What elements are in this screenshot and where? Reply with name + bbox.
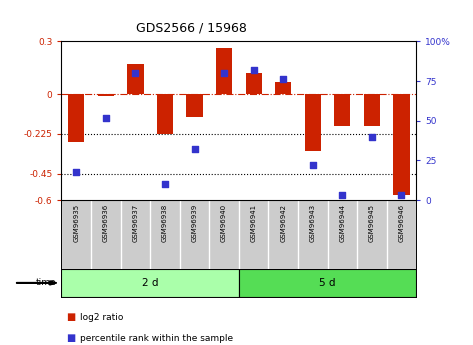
Bar: [275, 82, 291, 94]
Bar: [364, 94, 380, 126]
Text: 2 d: 2 d: [142, 278, 158, 288]
Text: GSM96941: GSM96941: [251, 204, 257, 242]
Point: [398, 193, 405, 198]
Text: GSM96944: GSM96944: [339, 204, 345, 241]
Point: [220, 70, 228, 76]
Text: GSM96938: GSM96938: [162, 204, 168, 242]
Text: 5 d: 5 d: [319, 278, 336, 288]
Bar: [245, 73, 262, 94]
Bar: [305, 94, 321, 151]
Text: log2 ratio: log2 ratio: [80, 313, 124, 322]
Text: ■: ■: [66, 333, 76, 343]
Text: GSM96935: GSM96935: [73, 204, 79, 242]
Bar: [98, 94, 114, 96]
Text: ■: ■: [66, 313, 76, 322]
Bar: [127, 64, 143, 94]
Text: GSM96940: GSM96940: [221, 204, 227, 242]
Point: [368, 134, 376, 139]
Bar: [186, 94, 202, 117]
Bar: [216, 48, 232, 94]
Point: [102, 115, 110, 120]
Bar: [157, 94, 173, 134]
Point: [72, 169, 80, 174]
Text: GDS2566 / 15968: GDS2566 / 15968: [136, 21, 247, 34]
Point: [161, 181, 169, 187]
Point: [131, 70, 139, 76]
Text: GSM96943: GSM96943: [310, 204, 316, 242]
Point: [250, 67, 257, 73]
Point: [339, 193, 346, 198]
Text: percentile rank within the sample: percentile rank within the sample: [80, 334, 234, 343]
Point: [280, 77, 287, 82]
Point: [191, 147, 198, 152]
Bar: [68, 94, 84, 142]
Point: [309, 162, 316, 168]
Text: GSM96942: GSM96942: [280, 204, 286, 241]
Bar: [61, 269, 239, 297]
Bar: [334, 94, 350, 126]
Text: GSM96936: GSM96936: [103, 204, 109, 242]
Text: GSM96937: GSM96937: [132, 204, 139, 242]
Bar: [239, 269, 416, 297]
Text: time: time: [36, 278, 57, 287]
Text: GSM96946: GSM96946: [398, 204, 404, 242]
Text: GSM96945: GSM96945: [369, 204, 375, 241]
Bar: [394, 94, 410, 195]
Text: GSM96939: GSM96939: [192, 204, 198, 242]
